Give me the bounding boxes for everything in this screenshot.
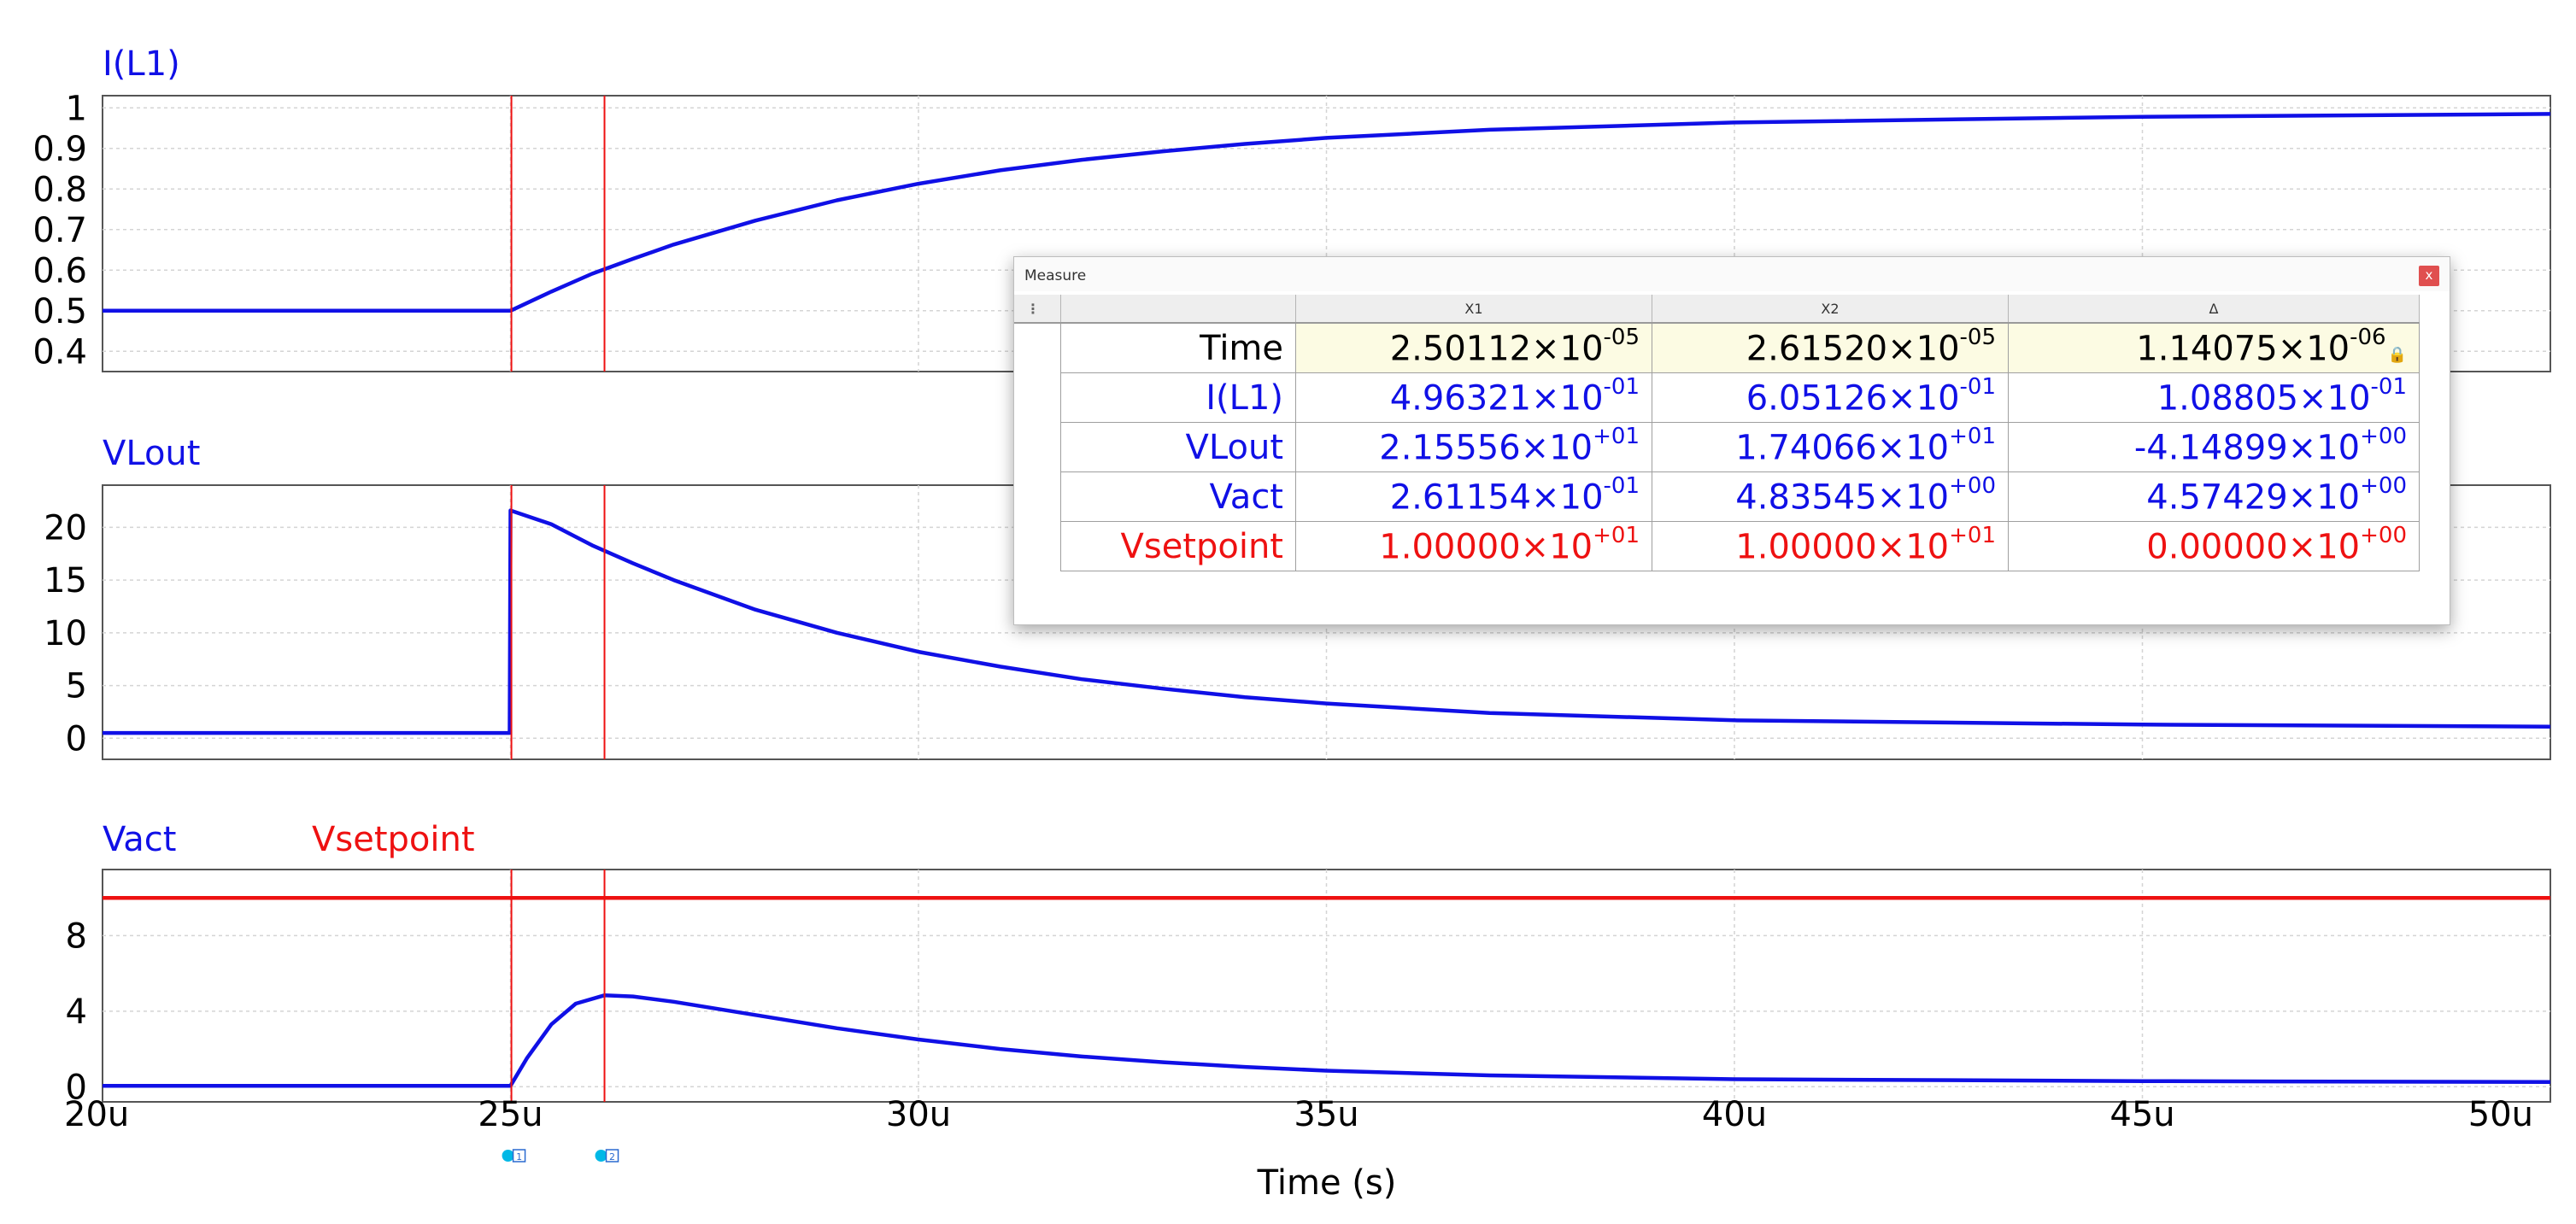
x-tick-label: 25u [478, 1095, 543, 1134]
x-tick-label: 40u [1702, 1095, 1767, 1134]
y-tick-label: 0 [66, 1068, 87, 1107]
menu-icon[interactable]: ⋮ [1014, 295, 1061, 324]
measure-value: 4.96321×10-01 [1295, 372, 1652, 423]
y-tick-label: 4 [66, 993, 87, 1032]
series-line-i-l1- [103, 112, 2551, 313]
y-tick-label: 0.6 [32, 251, 87, 290]
close-icon[interactable]: x [2419, 266, 2439, 286]
measure-value: 2.61154×10-01 [1295, 471, 1652, 522]
cursor-marker-label: 1 [516, 1151, 522, 1163]
cursor-marker-label: 2 [609, 1151, 615, 1163]
cursor-handle-1[interactable] [502, 1150, 514, 1162]
measure-row-label: Vsetpoint [1060, 521, 1296, 571]
cursor-marker-box[interactable] [605, 1149, 619, 1163]
y-tick-label: 5 [66, 667, 87, 706]
row-gutter [1014, 522, 1061, 571]
lock-icon[interactable]: 🔒 [2387, 346, 2407, 365]
measure-titlebar[interactable]: Measure x [1014, 257, 2450, 291]
label-column-header [1060, 295, 1296, 324]
measure-row-label: Vact [1060, 471, 1296, 522]
measure-row: VLout 2.15556×10+01 1.74066×10+01 -4.14899×… [1014, 422, 2420, 472]
y-tick-label: 10 [44, 614, 87, 653]
y-tick-label: 0 [66, 719, 87, 758]
row-gutter [1014, 373, 1061, 423]
measure-row-label: I(L1) [1060, 372, 1296, 423]
series-title-vlout: VLout [103, 434, 200, 473]
measure-value: 4.57429×10+00 [2008, 471, 2420, 522]
measure-value: 1.08805×10-01 [2008, 372, 2420, 423]
measure-value: 2.61520×10-05 [1652, 322, 2009, 373]
x-tick-label: 20u [64, 1095, 129, 1134]
measure-window[interactable]: Measure x ⋮ X1 X2 Δ Time 2.50112×10-05 2.6… [1013, 256, 2450, 625]
x-tick-label: 35u [1294, 1095, 1358, 1134]
series-line-vlout [103, 508, 2551, 735]
y-tick-label: 0.4 [32, 332, 87, 372]
measure-value: 0.00000×10+00 [2008, 521, 2420, 571]
measure-row: Time 2.50112×10-05 2.61520×10-05 1.14075×10… [1014, 322, 2420, 373]
x-tick-label: 30u [886, 1095, 951, 1134]
y-tick-label: 0.9 [32, 130, 87, 169]
measure-row: I(L1) 4.96321×10-01 6.05126×10-01 1.08805×1… [1014, 372, 2420, 423]
x-axis-label: Time (s) [1257, 1163, 1397, 1203]
series-line-vact [103, 993, 2551, 1088]
measure-row-label: VLout [1060, 422, 1296, 472]
y-tick-label: 15 [44, 561, 87, 600]
row-gutter [1014, 472, 1061, 522]
x-tick-label: 45u [2110, 1095, 2174, 1134]
row-gutter [1014, 323, 1061, 373]
measure-row: Vact 2.61154×10-01 4.83545×10+00 4.57429×10… [1014, 471, 2420, 522]
measure-table: ⋮ X1 X2 Δ Time 2.50112×10-05 2.61520×10-05… [1014, 295, 2420, 571]
column-header-x1: X1 [1295, 295, 1652, 324]
series-title-i-l1-: I(L1) [103, 44, 180, 84]
y-tick-label: 0.5 [32, 292, 87, 331]
column-header-x2: X2 [1652, 295, 2009, 324]
measure-value: 4.83545×10+00 [1652, 471, 2009, 522]
measure-value: 2.50112×10-05 [1295, 322, 1652, 373]
measure-value: 1.14075×10-06🔒 [2008, 322, 2420, 373]
measure-value: 1.00000×10+01 [1652, 521, 2009, 571]
measure-value: 6.05126×10-01 [1652, 372, 2009, 423]
cursor-handle-2[interactable] [595, 1150, 607, 1162]
measure-row: Vsetpoint 1.00000×10+01 1.00000×10+01 0.000… [1014, 521, 2420, 571]
y-tick-label: 8 [66, 917, 87, 956]
measure-row-label: Time [1060, 322, 1296, 373]
y-tick-label: 20 [44, 508, 87, 548]
measure-value: -4.14899×10+00 [2008, 422, 2420, 472]
y-tick-label: 1 [66, 89, 87, 128]
measure-value: 1.00000×10+01 [1295, 521, 1652, 571]
cursor-marker-box[interactable] [512, 1149, 526, 1163]
series-title-vsetpoint: Vsetpoint [312, 820, 475, 859]
row-gutter [1014, 423, 1061, 472]
measure-title: Measure [1024, 267, 1087, 284]
column-header-delta: Δ [2008, 295, 2420, 324]
y-tick-label: 0.7 [32, 211, 87, 250]
series-title-vact: Vact [103, 820, 176, 859]
x-tick-label: 50u [2468, 1095, 2533, 1134]
measure-value: 2.15556×10+01 [1295, 422, 1652, 472]
measure-value: 1.74066×10+01 [1652, 422, 2009, 472]
y-tick-label: 0.8 [32, 170, 87, 209]
